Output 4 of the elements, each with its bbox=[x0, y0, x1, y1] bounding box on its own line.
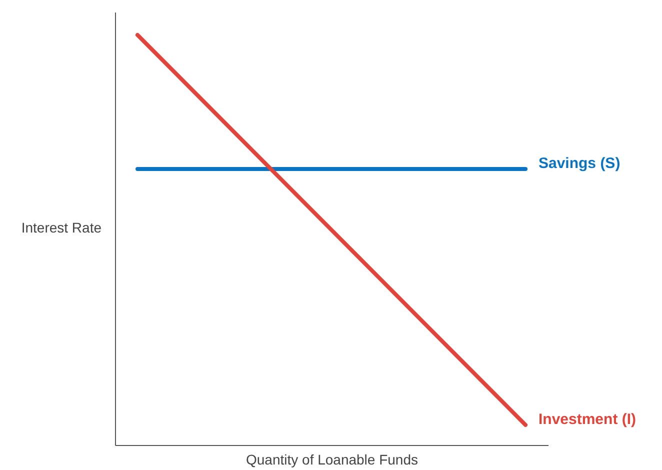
y-axis-title: Interest Rate bbox=[21, 220, 102, 236]
series-label: Investment (I) bbox=[538, 410, 636, 428]
series-label: Savings (S) bbox=[538, 155, 620, 172]
x-axis-title: Quantity of Loanable Funds bbox=[246, 452, 418, 468]
